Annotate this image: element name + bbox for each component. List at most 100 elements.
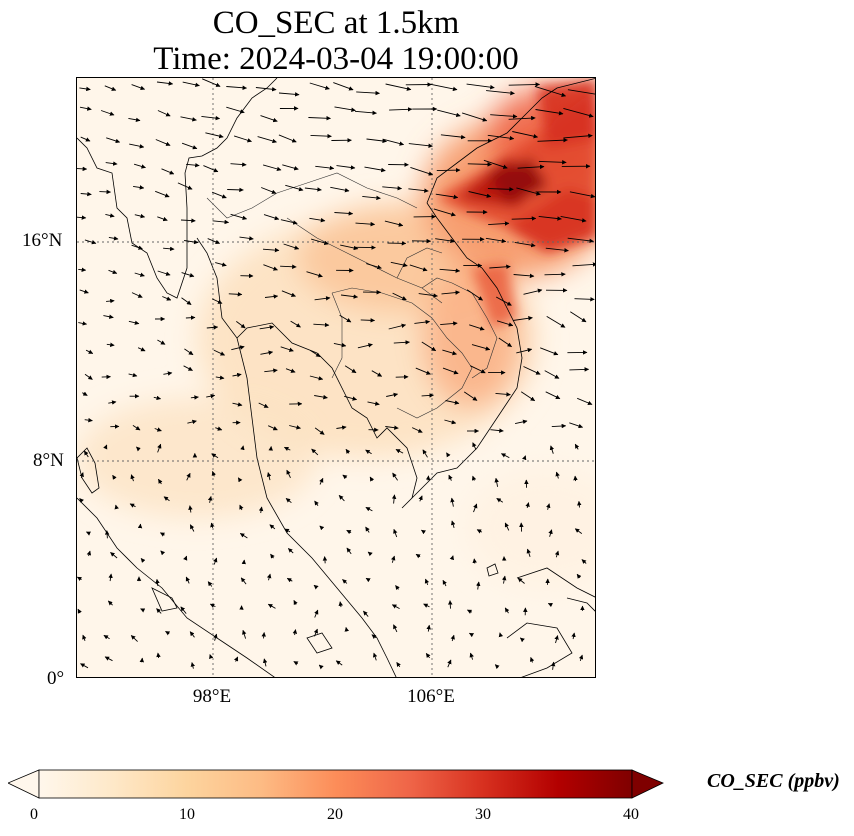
wind-arrow	[342, 579, 348, 584]
wind-arrow	[425, 475, 431, 481]
colorbar-gradient	[38, 769, 633, 799]
wind-arrow	[525, 502, 530, 509]
wind-arrow	[472, 442, 477, 450]
wind-arrow	[311, 448, 319, 456]
wind-arrow	[534, 85, 567, 97]
wind-arrow	[567, 237, 594, 244]
wind-arrow	[284, 528, 291, 533]
wind-arrow	[319, 525, 325, 531]
wind-arrow	[430, 83, 458, 92]
wind-arrow	[283, 446, 291, 452]
wind-arrow	[463, 391, 478, 401]
wind-arrow	[365, 449, 372, 455]
wind-arrow	[110, 552, 118, 559]
wind-arrow	[262, 164, 282, 172]
wind-arrow	[573, 475, 578, 482]
wind-arrow	[263, 214, 280, 221]
wind-arrow	[108, 573, 113, 582]
wind-arrow	[82, 634, 87, 641]
wind-arrow	[395, 585, 400, 591]
wind-arrow	[508, 82, 541, 87]
wind-arrow	[108, 269, 118, 275]
wind-arrow	[130, 635, 138, 642]
wind-arrow	[339, 314, 352, 323]
wind-arrow	[156, 81, 174, 86]
wind-arrow	[476, 529, 483, 534]
wind-arrow	[106, 298, 115, 304]
wind-arrow	[232, 402, 243, 407]
wind-arrow	[490, 114, 518, 119]
wind-arrow	[162, 296, 172, 301]
wind-arrow	[384, 220, 404, 227]
wind-arrow	[215, 426, 223, 431]
wind-arrow	[340, 244, 359, 251]
wind-arrow	[414, 319, 431, 325]
wind-arrow	[523, 288, 543, 295]
lat-tick-label-8N: 8°N	[33, 450, 64, 471]
wind-arrow	[516, 347, 533, 354]
wind-arrow	[461, 112, 488, 122]
wind-arrow	[450, 634, 455, 642]
wind-arrow	[448, 600, 453, 609]
wind-arrow	[512, 131, 539, 139]
wind-arrow	[261, 187, 277, 194]
wind-arrow	[131, 84, 146, 91]
wind-arrow	[578, 654, 584, 662]
wind-arrow	[423, 603, 430, 608]
wind-arrow	[292, 629, 298, 636]
wind-arrow	[446, 452, 451, 458]
colorbar-tick-0: 0	[30, 806, 38, 823]
wind-arrow	[365, 577, 371, 583]
wind-arrow	[310, 238, 329, 246]
wind-arrow	[157, 443, 162, 453]
wind-arrow	[155, 190, 170, 198]
wind-arrow	[388, 323, 407, 330]
wind-arrow	[517, 577, 525, 584]
wind-arrow	[567, 89, 595, 95]
wind-arrow	[211, 191, 227, 199]
wind-arrow	[79, 289, 89, 294]
wind-arrow	[440, 321, 458, 326]
wind-arrow	[487, 134, 515, 141]
wind-arrow	[293, 600, 298, 606]
wind-arrow	[180, 116, 197, 122]
colorbar-min-extend	[7, 769, 40, 799]
wind-arrow	[354, 110, 377, 116]
wind-arrow	[114, 504, 119, 510]
wind-arrow	[278, 134, 297, 143]
wind-arrow	[211, 470, 216, 477]
wind-arrow	[83, 450, 89, 458]
wind-arrow	[239, 504, 244, 511]
wind-arrow	[134, 272, 145, 277]
wind-arrow	[512, 316, 533, 321]
wind-arrow	[182, 81, 200, 88]
wind-arrow	[395, 449, 404, 454]
wind-arrow	[80, 191, 92, 197]
wind-arrow	[441, 290, 460, 295]
wind-arrow	[310, 133, 332, 139]
wind-arrow	[181, 142, 198, 150]
wind-arrow	[163, 246, 175, 252]
wind-arrow	[466, 83, 495, 90]
wind-arrow	[393, 340, 410, 345]
wind-arrow	[186, 162, 200, 168]
wind-arrow	[336, 425, 347, 430]
wind-arrow	[155, 139, 171, 146]
wind-arrow	[544, 272, 566, 277]
wind-vectors	[77, 78, 595, 670]
wind-arrow	[486, 90, 515, 96]
wind-arrow	[79, 86, 91, 92]
wind-arrow	[130, 474, 135, 482]
wind-arrow	[153, 395, 162, 401]
wind-arrow	[549, 445, 555, 454]
wind-arrow	[494, 477, 499, 487]
wind-arrow	[209, 603, 216, 608]
wind-arrow	[315, 165, 335, 171]
wind-arrow	[498, 337, 512, 348]
lat-tick-label-16N: 16°N	[22, 230, 63, 251]
wind-arrow	[333, 342, 347, 348]
wind-arrow	[569, 367, 590, 372]
wind-arrow	[356, 90, 380, 96]
wind-arrow	[346, 529, 352, 535]
wind-arrow	[473, 503, 478, 513]
